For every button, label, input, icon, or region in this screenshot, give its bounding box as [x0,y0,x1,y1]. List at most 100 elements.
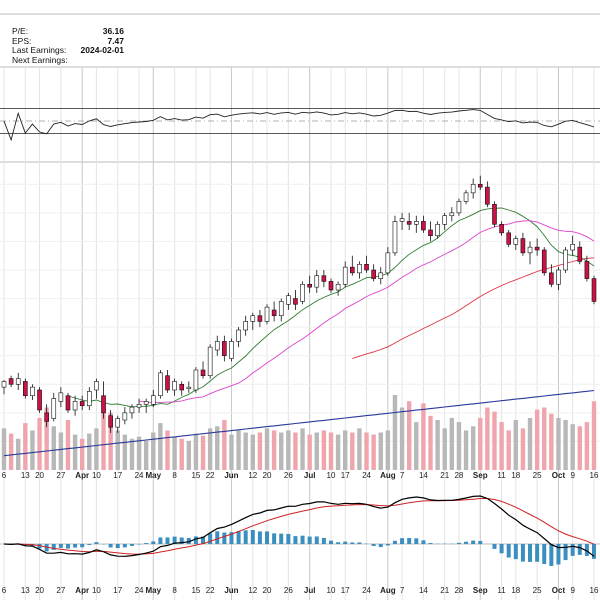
date-tick-label: 18 [511,586,520,595]
volume-bar [485,407,490,470]
macd-hist-bar [208,533,213,544]
volume-bar [101,397,106,470]
macd-hist-bar [584,544,589,556]
candle-body [44,412,49,422]
date-tick-label: 10 [92,586,101,595]
grid [0,13,600,600]
date-tick-label: 17 [341,586,350,595]
macd-hist-bar [44,544,49,552]
macd-hist-bar [378,544,383,548]
candle-body [207,346,213,377]
date-tick-label: 15 [191,471,200,480]
volume-bar [264,428,270,470]
candle-body [549,272,554,285]
volume-bar [478,417,483,470]
macd-hist-bar [236,531,241,544]
stat-label: Last Earnings: [12,45,67,55]
stat-value: 7.47 [107,35,124,46]
volume-bar [463,430,469,470]
candle-body [584,261,590,279]
volume-bar [87,433,92,470]
candle-body [158,372,163,397]
candle-body [456,201,462,214]
volume-bar [136,436,142,470]
candle-body [428,229,433,237]
macd-hist-bar [414,538,419,544]
macd-hist-bar [513,544,518,560]
volume-bar [236,430,241,470]
candle-body [229,341,234,359]
volume-bar [392,395,398,470]
candle-body [200,369,206,377]
macd-hist-bar [520,544,525,562]
candle-body [591,278,597,302]
candle-body [413,221,419,225]
candle-body [385,252,391,274]
date-tick-label: 13 [21,586,30,595]
volume-bar [37,417,42,470]
volume-bar [549,413,554,470]
volume-bar [151,432,156,470]
date-tick-label: 10 [92,471,101,480]
date-tick-label: 8 [172,586,177,595]
macd-hist-bar [528,544,533,562]
volume-bar [378,432,383,470]
macd-hist-bar [321,537,326,544]
volume-bar [108,412,113,470]
volume-bar [222,420,227,470]
volume-bar [215,426,220,470]
date-tick-label: 7 [400,471,405,480]
volume-bar [158,423,163,470]
candle-body [79,401,85,407]
candle-body [108,415,113,428]
candle-body [449,212,455,217]
candle-body [435,223,440,237]
volume-bar [293,432,298,470]
candle-body [165,375,170,391]
date-tick-label: 28 [454,586,463,595]
macd-hist-bar [265,531,270,544]
macd-hist-bar [73,544,78,548]
volume-bar [385,430,391,470]
date-tick-label: 11 [497,586,506,595]
date-tick-label: 14 [419,471,428,480]
date-tick-label: Jul [304,471,316,480]
candle-body [129,406,135,414]
volume-bar [527,417,533,470]
macd-hist-bar [229,532,234,544]
volume-bar [207,428,213,470]
volume-bar [179,438,184,470]
oscillator-panel [0,108,600,142]
volume-bar [72,434,78,470]
volume-bar [421,403,426,470]
candle-body [357,263,362,274]
volume-bar [577,426,582,470]
candle-body [392,221,398,254]
macd-hist-bar [542,544,547,564]
macd-hist-bar [592,544,596,559]
macd-hist-bar [492,544,497,549]
date-tick-label: 16 [590,471,599,480]
macd-hist-bar [80,544,85,548]
volume-bar [506,430,511,470]
candle-body [271,309,277,317]
macd-hist-bar [179,537,184,544]
volume-bar [513,420,519,470]
volume-bar [115,430,120,470]
candle-body [264,306,270,322]
stat-row-eps: EPS: 7.47 [12,35,124,47]
volume-bar [271,430,277,470]
macd-hist-bar [400,538,405,544]
macd-hist-bar [151,541,156,544]
candle-body [463,192,469,202]
macd-hist-bar [272,533,277,544]
candle-body [485,186,490,205]
candle-body [378,272,384,279]
date-tick-label: Aug [380,586,396,595]
volume-bar [520,428,526,470]
date-tick-label: 22 [206,471,215,480]
date-tick-label: 8 [172,471,177,480]
osc-line [3,109,595,142]
date-tick-label: 10 [327,586,336,595]
candle-body [556,269,561,285]
